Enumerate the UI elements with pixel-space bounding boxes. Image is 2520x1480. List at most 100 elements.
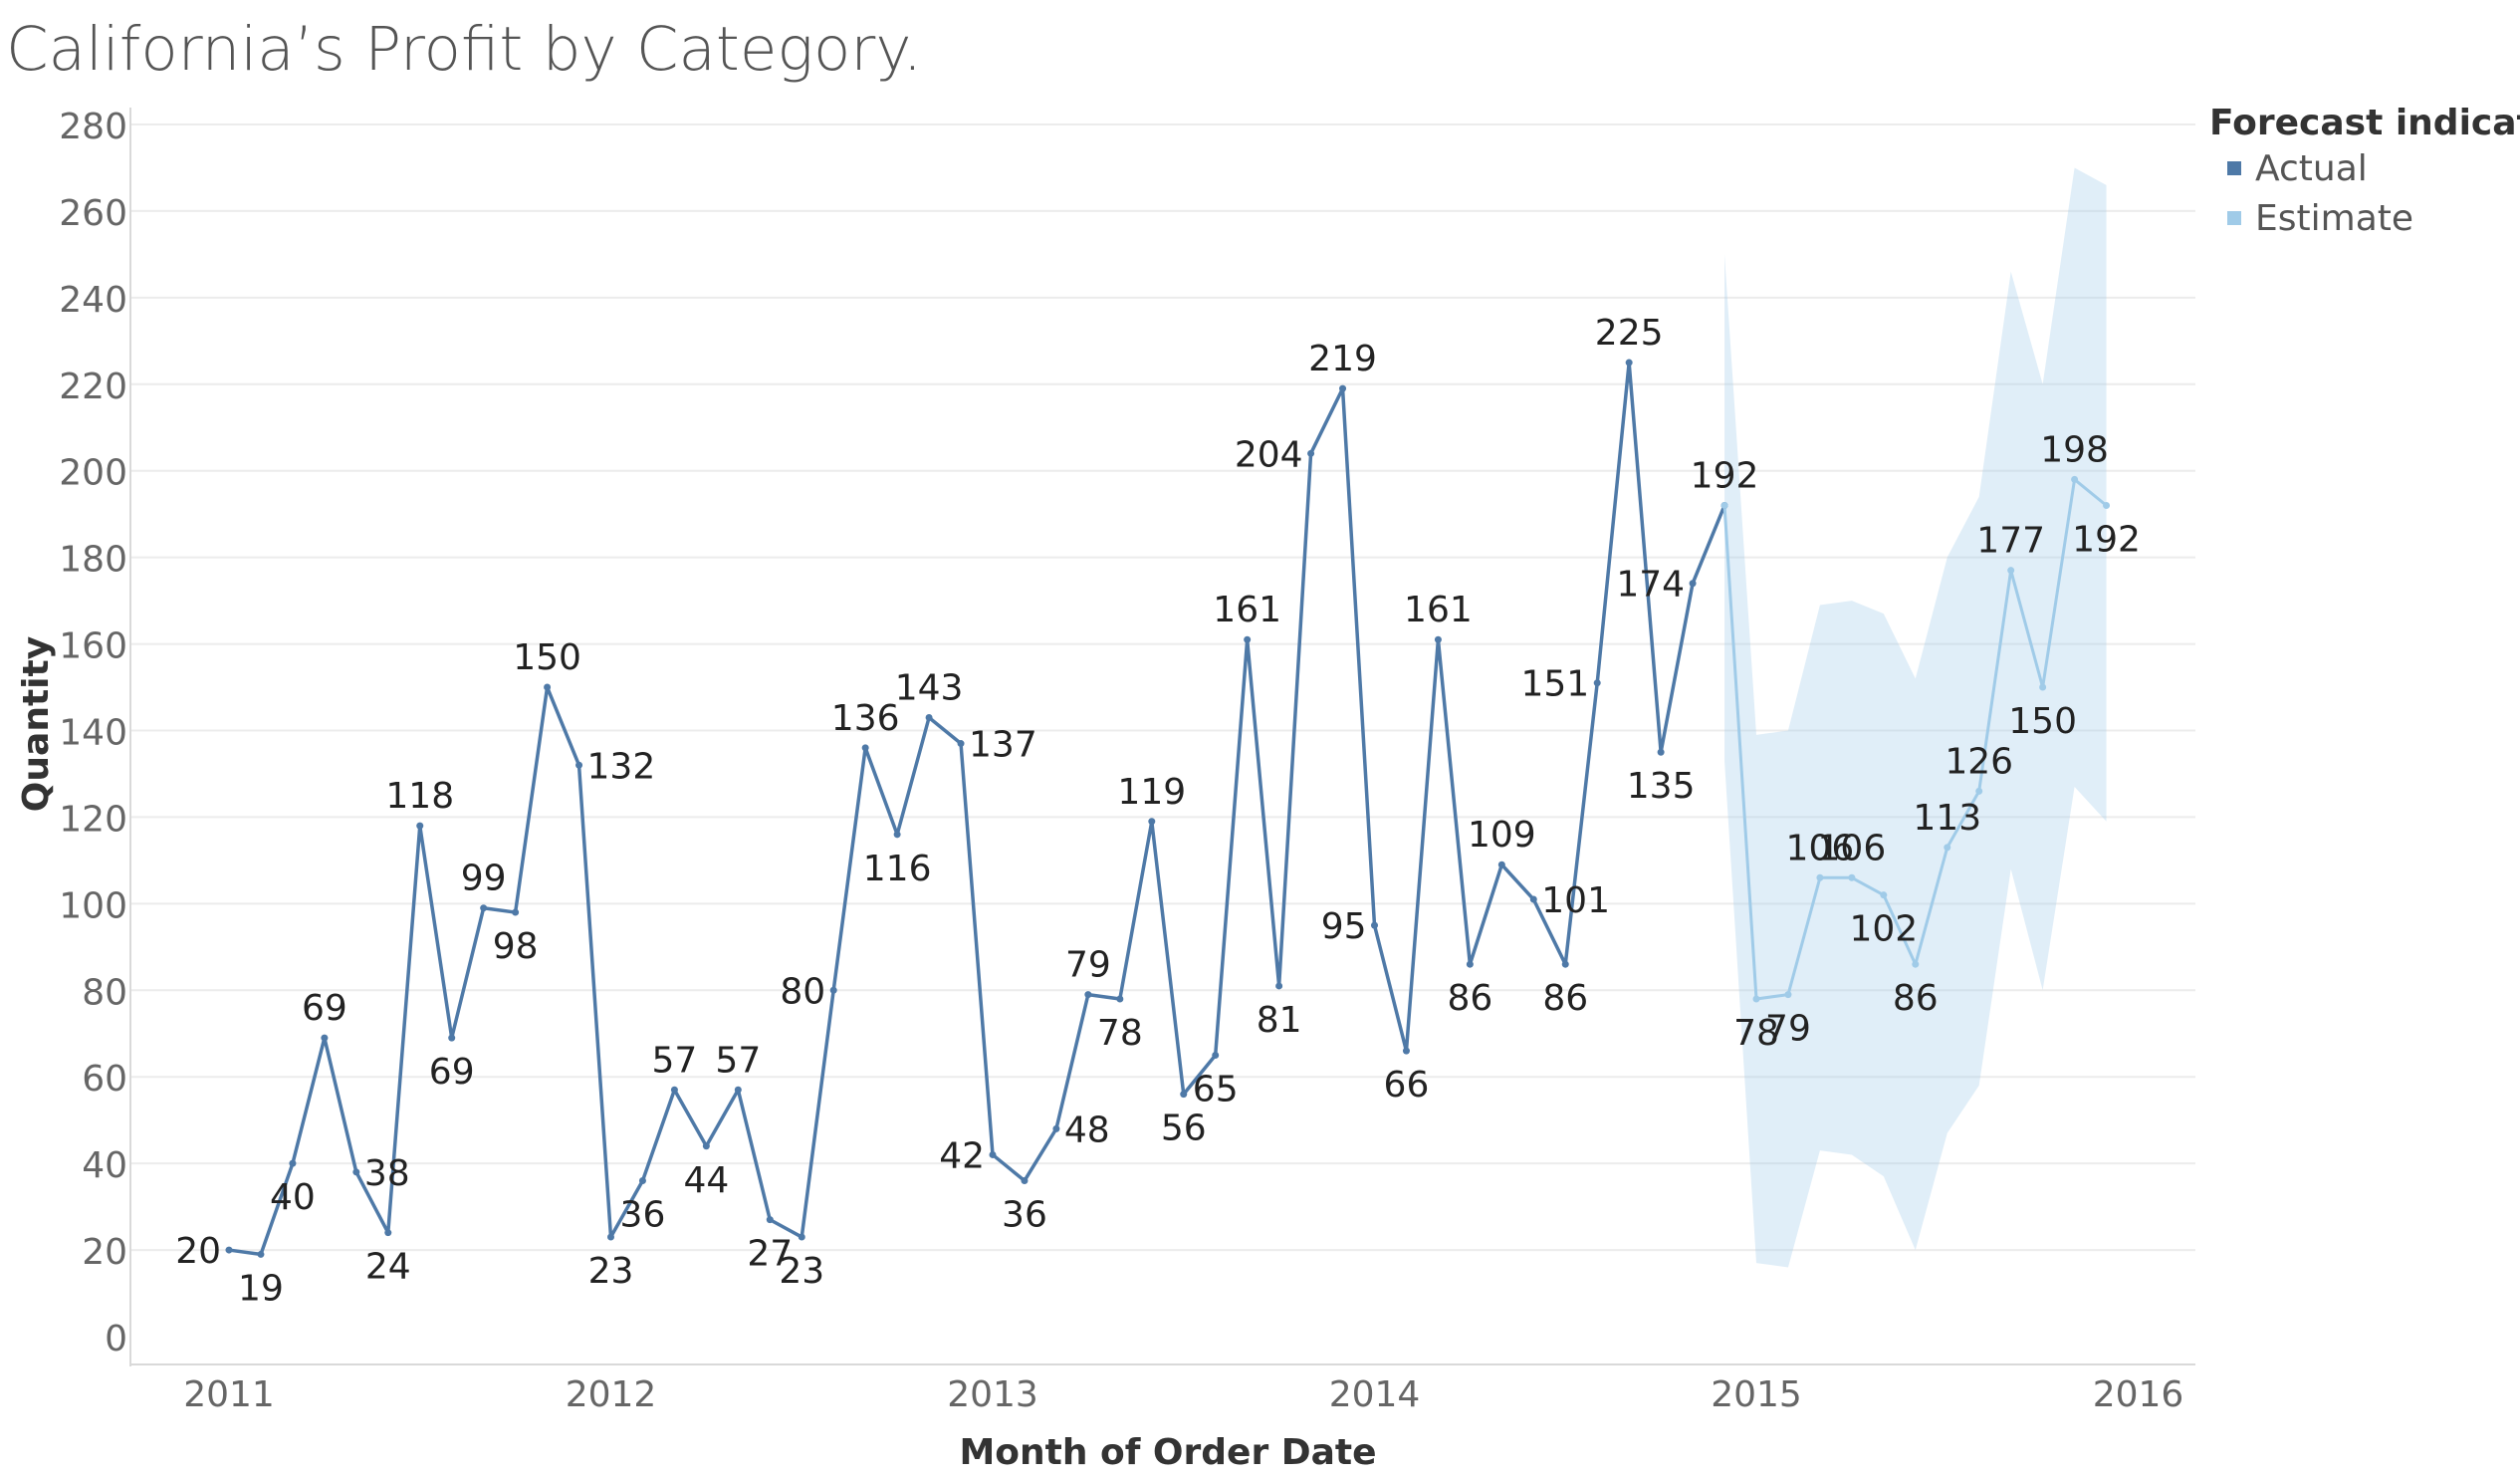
y-tick-label: 0 [105,1319,127,1359]
data-point [1944,844,1951,852]
data-point [257,1250,265,1258]
legend-swatch-estimate [2227,211,2241,225]
data-label: 135 [1627,766,1696,807]
data-point [1848,873,1856,881]
data-label: 42 [939,1135,985,1176]
data-label: 57 [715,1040,761,1081]
data-point [957,740,965,748]
data-label: 95 [1321,906,1367,947]
legend-item-actual[interactable]: Actual [2209,143,2520,193]
data-point [670,1086,678,1094]
data-point [321,1034,329,1042]
y-tick-label: 40 [82,1145,127,1186]
data-label: 132 [587,746,656,787]
legend-swatch-actual [2227,161,2241,175]
data-label: 86 [1447,978,1492,1019]
data-label: 81 [1257,1000,1302,1041]
data-point [1752,995,1760,1003]
data-label: 24 [365,1247,411,1288]
data-label: 79 [1065,945,1111,986]
data-label: 118 [385,776,454,817]
y-tick-label: 220 [59,367,127,407]
data-label: 136 [831,698,900,739]
data-label: 126 [1945,741,2013,782]
data-label: 109 [1468,815,1536,856]
data-point [1689,580,1697,588]
data-point [1244,635,1252,643]
data-point [893,831,901,839]
legend: Forecast indicator Actual Estimate [2209,103,2520,243]
data-point [766,1216,774,1224]
data-point [1052,1124,1060,1132]
x-axis-title: Month of Order Date [959,1432,1376,1473]
y-tick-label: 100 [59,885,127,926]
data-label: 69 [429,1052,475,1093]
data-point [416,822,424,830]
data-point [798,1233,805,1241]
data-label: 79 [1765,1009,1811,1050]
x-tick-label: 2013 [947,1374,1038,1415]
data-point [2071,475,2079,483]
data-point [1148,818,1156,826]
data-point [1180,1091,1188,1099]
data-label: 225 [1595,313,1664,354]
data-label: 192 [2072,519,2141,560]
data-point [1625,359,1633,367]
data-point [448,1034,456,1042]
data-point [480,904,488,912]
data-point [638,1177,646,1185]
data-point [575,761,583,769]
data-label: 177 [1976,521,2045,562]
data-point [925,713,933,721]
data-point [544,683,552,691]
data-point [1912,960,1920,968]
y-axis-title: Quantity [16,636,57,812]
data-label: 23 [779,1251,824,1292]
data-point [1720,501,1728,509]
data-label: 36 [620,1195,666,1236]
data-point [1307,449,1315,457]
data-label: 204 [1235,434,1303,475]
data-point [1275,982,1283,990]
data-point [702,1142,710,1150]
data-label: 57 [652,1040,698,1081]
data-point [1593,679,1601,687]
data-label: 98 [493,926,539,967]
data-point [607,1233,614,1241]
y-tick-label: 60 [82,1059,127,1100]
data-label: 86 [1893,978,1939,1019]
axes: 0 20 40 60 80 100 120 140 160 180 200 220 240 260 280 2… [16,107,2195,1473]
data-label: 40 [270,1177,316,1218]
data-point [829,986,837,994]
data-label: 106 [1818,828,1887,868]
data-point [512,908,520,916]
data-label: 20 [175,1231,221,1272]
data-label: 116 [863,849,932,889]
data-label: 66 [1384,1065,1430,1106]
series-line-actual [228,361,1726,1257]
data-label: 151 [1520,664,1589,705]
data-label: 150 [513,637,581,678]
data-point [2039,683,2047,691]
data-point [384,1229,392,1237]
legend-item-estimate[interactable]: Estimate [2209,193,2520,243]
y-tick-label: 260 [59,193,127,234]
y-tick-label: 200 [59,453,127,494]
data-point [1466,960,1474,968]
data-label: 78 [1733,1013,1779,1054]
data-point [1434,635,1442,643]
data-label: 38 [364,1153,410,1194]
data-label: 102 [1849,909,1918,950]
data-label: 150 [2008,701,2077,742]
data-point [1816,873,1824,881]
chart-title: California’s Profit by Category. [6,14,923,85]
data-point [861,744,869,752]
data-label: 137 [969,725,1037,766]
legend-label-estimate: Estimate [2255,197,2414,239]
data-point [1402,1047,1410,1055]
y-tick-label: 240 [59,280,127,321]
y-tick-label: 20 [82,1232,127,1273]
x-tick-label: 2012 [566,1374,657,1415]
legend-title: Forecast indicator [2209,103,2520,143]
